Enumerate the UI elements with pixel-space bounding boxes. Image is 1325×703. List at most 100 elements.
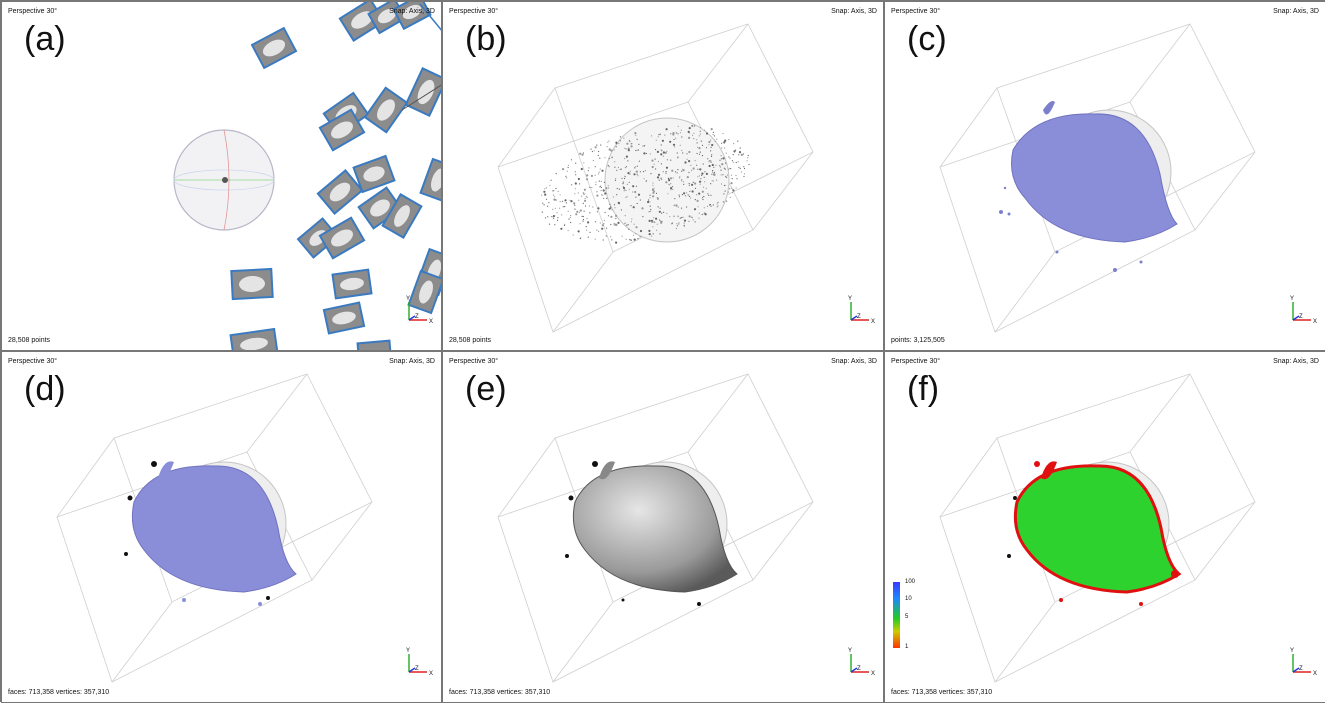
- axis-gizmo-icon: Y X Z: [1290, 296, 1317, 325]
- sparse-point: [730, 168, 732, 170]
- sparse-point: [553, 190, 555, 192]
- axis-label-z: Z: [1299, 314, 1303, 320]
- sparse-point: [615, 214, 618, 217]
- sparse-point: [700, 127, 702, 129]
- sparse-point: [617, 201, 620, 204]
- sparse-point: [730, 182, 733, 185]
- sparse-point: [722, 174, 724, 176]
- sparse-point: [699, 180, 702, 183]
- sparse-point: [615, 146, 617, 148]
- sparse-point: [668, 183, 670, 185]
- sparse-point: [688, 150, 691, 154]
- sparse-point: [715, 164, 717, 166]
- sparse-point: [617, 166, 619, 169]
- sparse-point: [601, 227, 604, 230]
- sparse-point: [637, 175, 639, 177]
- sparse-point: [634, 190, 637, 194]
- sparse-point: [554, 215, 556, 217]
- color-scale-label-1: 1: [905, 644, 909, 650]
- sparse-point: [732, 189, 734, 191]
- sparse-point: [674, 198, 676, 200]
- sparse-point: [719, 159, 721, 161]
- sparse-point: [614, 166, 616, 168]
- sparse-point: [720, 183, 723, 185]
- sparse-point: [673, 215, 675, 217]
- sparse-point: [562, 168, 565, 171]
- sparse-point: [615, 223, 618, 226]
- sparse-point: [626, 142, 629, 145]
- viewport-f[interactable]: (f) Perspective 30° Snap: Axis, 3D faces…: [884, 351, 1325, 703]
- sparse-point: [692, 219, 694, 221]
- sparse-point: [657, 160, 659, 163]
- sparse-point: [699, 133, 701, 135]
- sparse-point: [643, 178, 645, 180]
- sparse-point: [678, 194, 680, 196]
- sparse-point: [603, 219, 605, 222]
- sparse-point: [657, 173, 661, 176]
- sparse-point: [723, 141, 726, 144]
- sparse-point: [619, 168, 621, 171]
- sparse-point: [595, 184, 597, 186]
- sparse-point: [732, 161, 734, 163]
- sparse-point: [580, 237, 582, 239]
- sparse-point: [698, 192, 701, 195]
- sparse-point: [545, 187, 548, 189]
- sparse-point: [555, 199, 557, 201]
- sparse-point: [645, 152, 647, 155]
- sparse-point: [596, 229, 598, 231]
- sparse-point: [711, 143, 714, 147]
- sparse-point: [686, 192, 688, 194]
- sparse-point: [636, 149, 638, 151]
- sparse-point: [589, 186, 591, 188]
- sparse-point: [727, 191, 730, 193]
- sparse-point: [678, 222, 680, 224]
- sparse-point: [676, 225, 678, 227]
- sparse-point: [659, 133, 661, 135]
- sparse-point: [582, 215, 584, 218]
- viewport-e[interactable]: (e) Perspective 30° Snap: Axis, 3D faces…: [442, 351, 884, 703]
- sparse-point: [579, 183, 581, 185]
- sparse-point: [735, 161, 737, 164]
- sparse-point: [737, 140, 739, 142]
- viewport-d[interactable]: (d) Perspective 30° Snap: Axis, 3D faces…: [1, 351, 442, 703]
- sparse-point: [607, 185, 609, 187]
- viewport-a[interactable]: (a) Perspective 30° Snap: Axis, 3D 28,50…: [1, 1, 442, 351]
- sparse-point: [616, 194, 618, 196]
- sparse-point: [651, 165, 654, 169]
- sparse-point: [564, 206, 566, 208]
- sparse-point: [720, 158, 722, 160]
- sparse-point: [683, 222, 685, 224]
- sparse-point: [683, 192, 686, 195]
- sparse-point: [628, 181, 630, 183]
- sparse-point: [615, 241, 618, 244]
- sparse-point: [626, 183, 628, 185]
- sparse-point: [707, 158, 709, 160]
- sparse-point: [694, 221, 696, 223]
- viewport-b[interactable]: (b) Perspective 30° Snap: Axis, 3D 28,50…: [442, 1, 884, 351]
- sparse-point: [548, 223, 551, 225]
- sparse-point: [659, 233, 661, 235]
- viewport-c[interactable]: (c) Perspective 30° Snap: Axis, 3D point…: [884, 1, 1325, 351]
- sparse-point: [579, 223, 581, 225]
- sparse-point: [721, 147, 723, 149]
- sparse-point: [606, 197, 608, 199]
- status-text: points: 3,125,505: [891, 337, 945, 344]
- sparse-point: [582, 218, 585, 221]
- sparse-point: [696, 139, 698, 141]
- sparse-point: [641, 207, 644, 210]
- sparse-point: [625, 238, 627, 240]
- sparse-point: [746, 160, 748, 162]
- sparse-point: [681, 180, 683, 182]
- sparse-point: [717, 201, 719, 203]
- sparse-point: [610, 207, 612, 209]
- sparse-point: [727, 168, 730, 170]
- sparse-point: [731, 192, 734, 194]
- sparse-point: [701, 172, 704, 175]
- sparse-point: [711, 180, 713, 182]
- sparse-point: [720, 174, 722, 176]
- sparse-point: [624, 176, 627, 178]
- axis-gizmo-icon: Y X Z: [406, 648, 433, 677]
- sparse-point: [557, 217, 559, 219]
- sparse-point: [633, 238, 636, 241]
- mesh-body: [131, 465, 297, 593]
